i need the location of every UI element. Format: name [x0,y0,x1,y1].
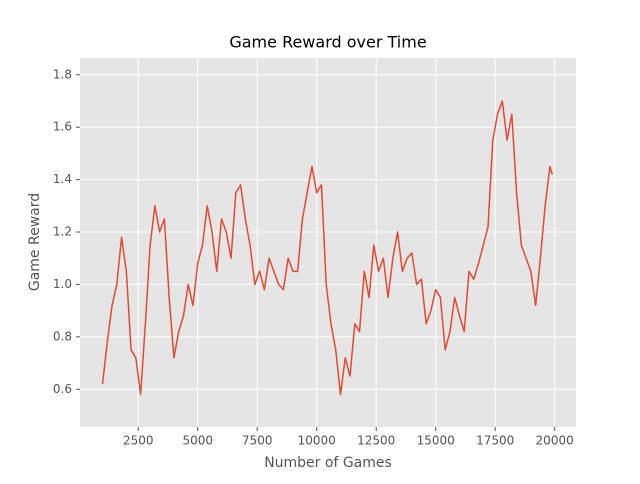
y-tick-label: 1.2 [53,225,72,239]
x-tick-label: 15000 [417,434,455,448]
x-tick-label: 5000 [182,434,213,448]
y-tick-label: 0.8 [53,329,72,343]
x-tick-label: 2500 [123,434,154,448]
y-tick-label: 1.8 [53,67,72,81]
plot-area [80,58,576,427]
y-tick-label: 1.6 [53,120,72,134]
x-tick-label: 20000 [536,434,574,448]
chart-title: Game Reward over Time [229,33,426,52]
data-line [101,100,553,396]
x-tick-label: 17500 [476,434,514,448]
x-tick-label: 10000 [298,434,336,448]
y-tick-label: 1.0 [53,277,72,291]
y-tick-label: 0.6 [53,382,72,396]
x-axis-label: Number of Games [264,455,392,471]
y-tick-label: 1.4 [53,172,72,186]
y-axis-label: Game Reward [27,193,43,291]
x-tick-label: 12500 [357,434,395,448]
x-tick-label: 7500 [242,434,273,448]
